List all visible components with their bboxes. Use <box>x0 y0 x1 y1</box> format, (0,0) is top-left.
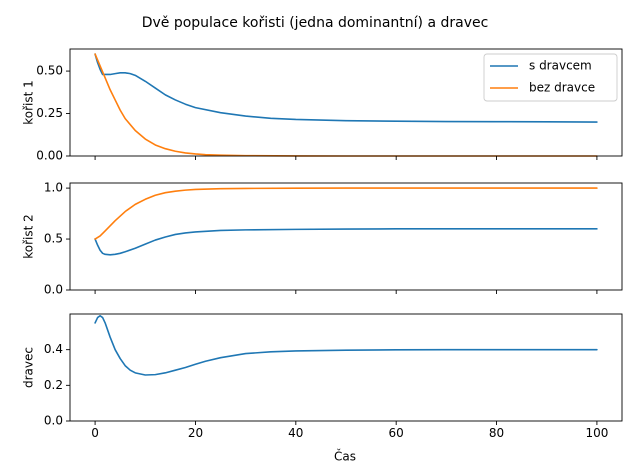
x-tick-label: 0 <box>91 426 99 440</box>
series-line-s-dravcem <box>94 314 598 376</box>
y-axis-label: dravec <box>22 347 36 388</box>
y-tick-label: 0.2 <box>44 378 63 392</box>
y-tick-label: 0.0 <box>44 283 63 297</box>
x-tick-label: 100 <box>585 426 608 440</box>
series-line-s-dravcem <box>94 53 598 123</box>
axes-frame <box>69 313 623 422</box>
x-axis-label: Čas <box>334 449 356 464</box>
subplot-3: 0 20 40 60 80 100 0.0 0.2 0.4 dravec <box>22 313 623 440</box>
y-axis-label: kořist 2 <box>22 214 36 259</box>
axes-frame <box>69 182 623 291</box>
x-tick-label: 40 <box>288 426 303 440</box>
y-tick-label: 0.00 <box>36 149 63 163</box>
series-line-bez-dravce <box>94 187 598 240</box>
legend-label: bez dravce <box>529 81 595 95</box>
y-tick-label: 0.0 <box>44 414 63 428</box>
y-tick-label: 0.50 <box>36 64 63 78</box>
y-tick-label: 0.5 <box>44 232 63 246</box>
y-tick-label: 0.4 <box>44 342 63 356</box>
series-line-s-dravcem <box>94 228 598 256</box>
y-tick-label: 1.0 <box>44 181 63 195</box>
axes-frame <box>69 48 623 157</box>
y-tick-label: 0.25 <box>36 106 63 120</box>
x-tick-label: 80 <box>489 426 504 440</box>
figure-title: Dvě populace kořisti (jedna dominantní) … <box>142 15 489 31</box>
x-tick-label: 60 <box>389 426 404 440</box>
subplot-2: 0.0 0.5 1.0 kořist 2 <box>22 181 623 297</box>
legend-label: s dravcem <box>529 59 592 73</box>
y-axis-label: kořist 1 <box>22 80 36 125</box>
legend: s dravcem bez dravce <box>483 53 618 102</box>
x-tick-label: 20 <box>188 426 203 440</box>
